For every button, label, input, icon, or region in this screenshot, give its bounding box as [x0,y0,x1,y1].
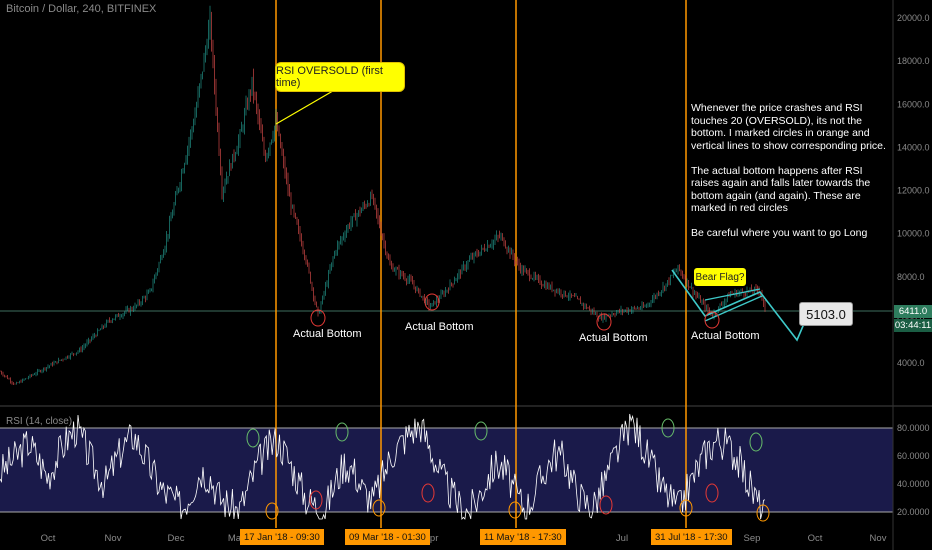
rsi-oversold-circle-3 [508,501,522,519]
countdown-tag: 03:44:11 [894,319,932,332]
rsi-oversold-circle-2 [372,499,386,517]
rsi-tick-label: 80.0000 [897,423,930,433]
rsi-axis: 20.0000 40.0000 60.0000 80.0000 [897,423,930,517]
bottom-circle-1 [310,309,326,327]
price-tick-label: 14000.0 [897,142,930,152]
time-tick-label: Mar [228,533,244,544]
bear-flag-lower [704,295,763,322]
rsi-oversold-circle-5 [756,504,770,522]
rsi-oversold-circle-1 [265,502,279,520]
price-tick-label: 16000.0 [897,99,930,109]
actual-bottom-label-4: Actual Bottom [691,330,760,342]
time-tick-label: Dec [168,533,185,544]
oversold-callout: RSI OVERSOLD (first time) [275,62,405,92]
actual-bottom-label-3: Actual Bottom [579,332,648,344]
overlays [246,87,813,522]
date-marker-4: 31 Jul '18 - 17:30 [651,529,732,545]
rsi-bottom-circle-3 [599,495,613,515]
rsi-tick-label: 60.0000 [897,451,930,461]
candle-series [0,5,766,386]
price-tick-label: 12000.0 [897,186,930,196]
bottom-circle-2 [424,293,440,311]
time-tick-label: Oct [808,533,823,544]
rsi-overbought-circle-3 [474,421,488,441]
rsi-series-line [0,413,766,520]
bear-flag-label: Bear Flag? [694,268,746,286]
bear-flag-upper [704,288,761,301]
price-tick-label: 10000.0 [897,229,930,239]
time-tick-label: Apr [424,533,439,544]
rsi-band-fill [0,428,893,512]
rsi-bottom-circle-1 [309,490,323,510]
time-tick-label: Oct [41,533,56,544]
date-marker-2: 09 Mar '18 - 01:30 [345,529,430,545]
actual-bottom-label-1: Actual Bottom [293,328,362,340]
rsi-line [0,413,766,520]
bottom-circle-3 [596,313,612,331]
rsi-bottom-circle-2 [421,483,435,503]
projection-path [671,269,813,342]
last-price-tag: 6411.0 [894,305,932,318]
time-tick-label: Nov [870,533,887,544]
symbol-title: Bitcoin / Dollar, 240, BITFINEX [6,3,157,15]
date-marker-3: 11 May '18 - 17:30 [480,529,566,545]
rsi-overbought-circle-4 [661,418,675,438]
time-tick-label: Nov [105,533,122,544]
callout-pointer [275,87,339,125]
bottom-circle-4 [704,311,720,329]
time-tick-label: Jul [616,533,628,544]
rsi-overbought-circle-5 [749,432,763,452]
rsi-tick-label: 20.0000 [897,507,930,517]
price-tick-label: 4000.0 [897,358,925,368]
time-tick-label: Sep [744,533,761,544]
price-tick-label: 18000.0 [897,56,930,66]
rsi-oversold-circle-4 [679,499,693,517]
price-grid [0,310,932,407]
price-tick-label: 8000.0 [897,272,925,282]
rsi-overbought-circle-2 [335,422,349,442]
target-price-label: 5103.0 [799,302,853,326]
rsi-bottom-circle-4 [705,483,719,503]
rsi-band [0,427,893,513]
analysis-note: Whenever the price crashes and RSI touch… [691,102,886,239]
rsi-tick-label: 40.0000 [897,479,930,489]
rsi-panel-label: RSI (14, close) [6,416,73,427]
rsi-overbought-circle-1 [246,428,260,448]
price-tick-label: 20000.0 [897,13,930,23]
date-marker-1: 17 Jan '18 - 09:30 [240,529,324,545]
actual-bottom-label-2: Actual Bottom [405,321,474,333]
